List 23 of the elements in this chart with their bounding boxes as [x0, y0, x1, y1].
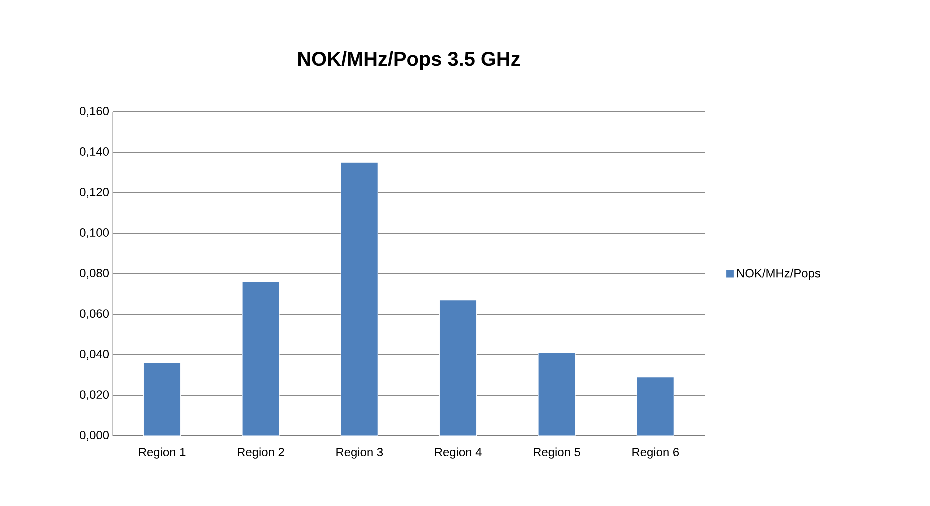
y-tick-label: 0,100 [80, 228, 110, 238]
y-tick-label: 0,160 [80, 107, 110, 117]
bar [538, 352, 576, 436]
y-tick-label: 0,040 [80, 350, 110, 360]
y-tick-label: 0,020 [80, 390, 110, 400]
bar [144, 362, 182, 436]
x-tick-label: Region 5 [534, 448, 580, 459]
y-tick-label: 0,000 [80, 431, 110, 441]
y-tick-label: 0,080 [80, 269, 110, 279]
chart-title: NOK/MHz/Pops 3.5 GHz [298, 52, 520, 70]
x-tick-label: Region 1 [139, 448, 186, 459]
y-tick-label: 0,120 [80, 188, 110, 198]
legend-label: NOK/MHz/Pops [738, 268, 820, 280]
x-tick-label: Region 4 [435, 448, 482, 459]
x-tick-label: Region 2 [238, 448, 284, 459]
y-tick-label: 0,060 [80, 310, 110, 320]
bar [340, 162, 378, 436]
bar [440, 300, 478, 436]
y-tick-label: 0,140 [80, 148, 110, 158]
x-tick-label: Region 3 [336, 448, 384, 459]
bar [636, 376, 674, 436]
x-tick-label: Region 6 [632, 448, 680, 459]
bar [242, 282, 280, 436]
